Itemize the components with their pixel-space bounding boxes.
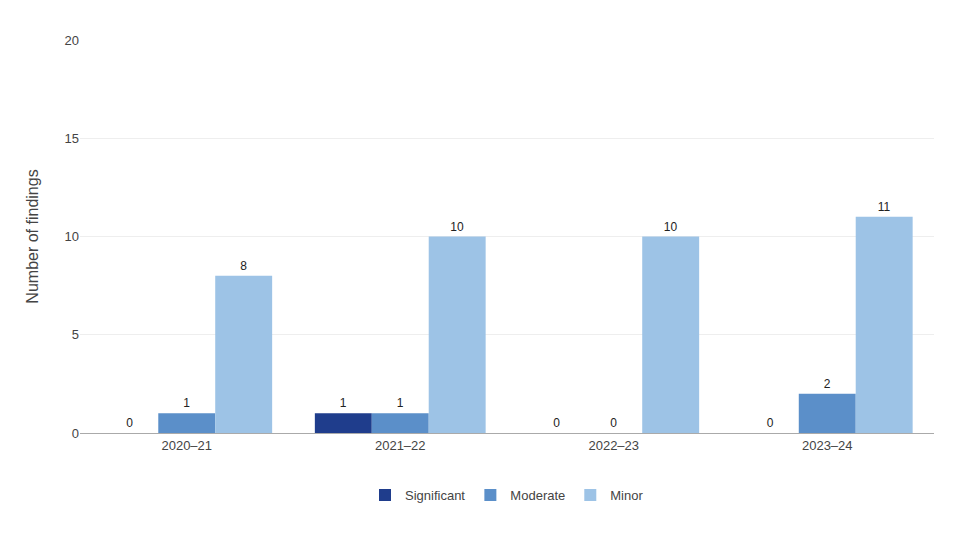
svg-text:1: 1 (397, 396, 404, 410)
svg-text:2023–24: 2023–24 (802, 438, 853, 453)
svg-text:Number of findings: Number of findings (24, 169, 41, 303)
svg-text:Significant: Significant (405, 488, 465, 503)
svg-text:1: 1 (340, 396, 347, 410)
svg-text:Minor: Minor (610, 488, 643, 503)
svg-text:0: 0 (126, 416, 133, 430)
svg-text:0: 0 (610, 416, 617, 430)
svg-text:2021–22: 2021–22 (375, 438, 426, 453)
svg-text:2: 2 (824, 377, 831, 391)
svg-text:20: 20 (65, 33, 79, 48)
svg-text:8: 8 (240, 259, 247, 273)
svg-text:11: 11 (878, 200, 891, 214)
svg-text:1: 1 (183, 396, 190, 410)
svg-text:0: 0 (553, 416, 560, 430)
svg-text:5: 5 (72, 327, 79, 342)
svg-text:10: 10 (450, 220, 464, 234)
svg-text:Moderate: Moderate (510, 488, 565, 503)
svg-text:0: 0 (72, 426, 79, 441)
svg-text:10: 10 (65, 229, 79, 244)
svg-text:2020–21: 2020–21 (161, 438, 212, 453)
svg-text:2022–23: 2022–23 (588, 438, 639, 453)
svg-text:0: 0 (767, 416, 774, 430)
svg-text:10: 10 (664, 220, 678, 234)
svg-text:15: 15 (65, 131, 79, 146)
